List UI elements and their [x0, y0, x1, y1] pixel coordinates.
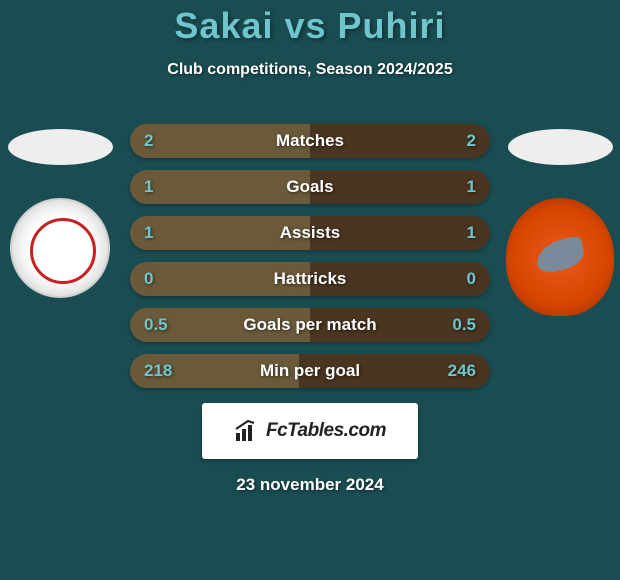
logo-text: FcTables.com [266, 420, 386, 442]
stat-value-left: 0.5 [144, 315, 184, 335]
stat-value-right: 1 [436, 177, 476, 197]
stat-label: Assists [280, 223, 340, 243]
player-right-avatar [508, 129, 613, 165]
stat-row: 218 Min per goal 246 [130, 354, 490, 388]
stat-overlay: 1 Goals 1 [130, 170, 490, 204]
stat-label: Hattricks [274, 269, 347, 289]
stat-value-right: 0.5 [436, 315, 476, 335]
stat-row: 0.5 Goals per match 0.5 [130, 308, 490, 342]
stat-label: Min per goal [260, 361, 360, 381]
site-logo[interactable]: FcTables.com [202, 403, 418, 459]
stat-overlay: 2 Matches 2 [130, 124, 490, 158]
stat-label: Matches [276, 131, 344, 151]
date-text: 23 november 2024 [236, 475, 383, 495]
stat-overlay: 0.5 Goals per match 0.5 [130, 308, 490, 342]
stat-value-left: 0 [144, 269, 184, 289]
stat-value-right: 1 [436, 223, 476, 243]
content-row: 2 Matches 2 1 Goals 1 1 Assists 1 0 Hattricks 0 0.5 G… [0, 119, 620, 393]
stat-value-right: 0 [436, 269, 476, 289]
comparison-card: Sakai vs Puhiri Club competitions, Seaso… [0, 0, 620, 580]
player-left-avatar [8, 129, 113, 165]
club-badge-left [10, 198, 110, 298]
chart-icon [234, 419, 258, 443]
stat-label: Goals [286, 177, 333, 197]
stat-row: 2 Matches 2 [130, 124, 490, 158]
stat-value-right: 2 [436, 131, 476, 151]
stat-value-left: 1 [144, 223, 184, 243]
stat-label: Goals per match [243, 315, 376, 335]
stat-overlay: 218 Min per goal 246 [130, 354, 490, 388]
stat-value-left: 1 [144, 177, 184, 197]
right-player-column [500, 119, 620, 316]
club-badge-right [506, 198, 614, 316]
stat-row: 0 Hattricks 0 [130, 262, 490, 296]
stat-row: 1 Assists 1 [130, 216, 490, 250]
left-player-column [0, 119, 120, 298]
stat-overlay: 1 Assists 1 [130, 216, 490, 250]
subtitle: Club competitions, Season 2024/2025 [167, 61, 452, 79]
stat-row: 1 Goals 1 [130, 170, 490, 204]
stat-value-left: 2 [144, 131, 184, 151]
stats-column: 2 Matches 2 1 Goals 1 1 Assists 1 0 Hattricks 0 0.5 G… [130, 119, 490, 393]
stat-overlay: 0 Hattricks 0 [130, 262, 490, 296]
stat-value-left: 218 [144, 361, 184, 381]
page-title: Sakai vs Puhiri [174, 5, 445, 47]
stat-value-right: 246 [436, 361, 476, 381]
